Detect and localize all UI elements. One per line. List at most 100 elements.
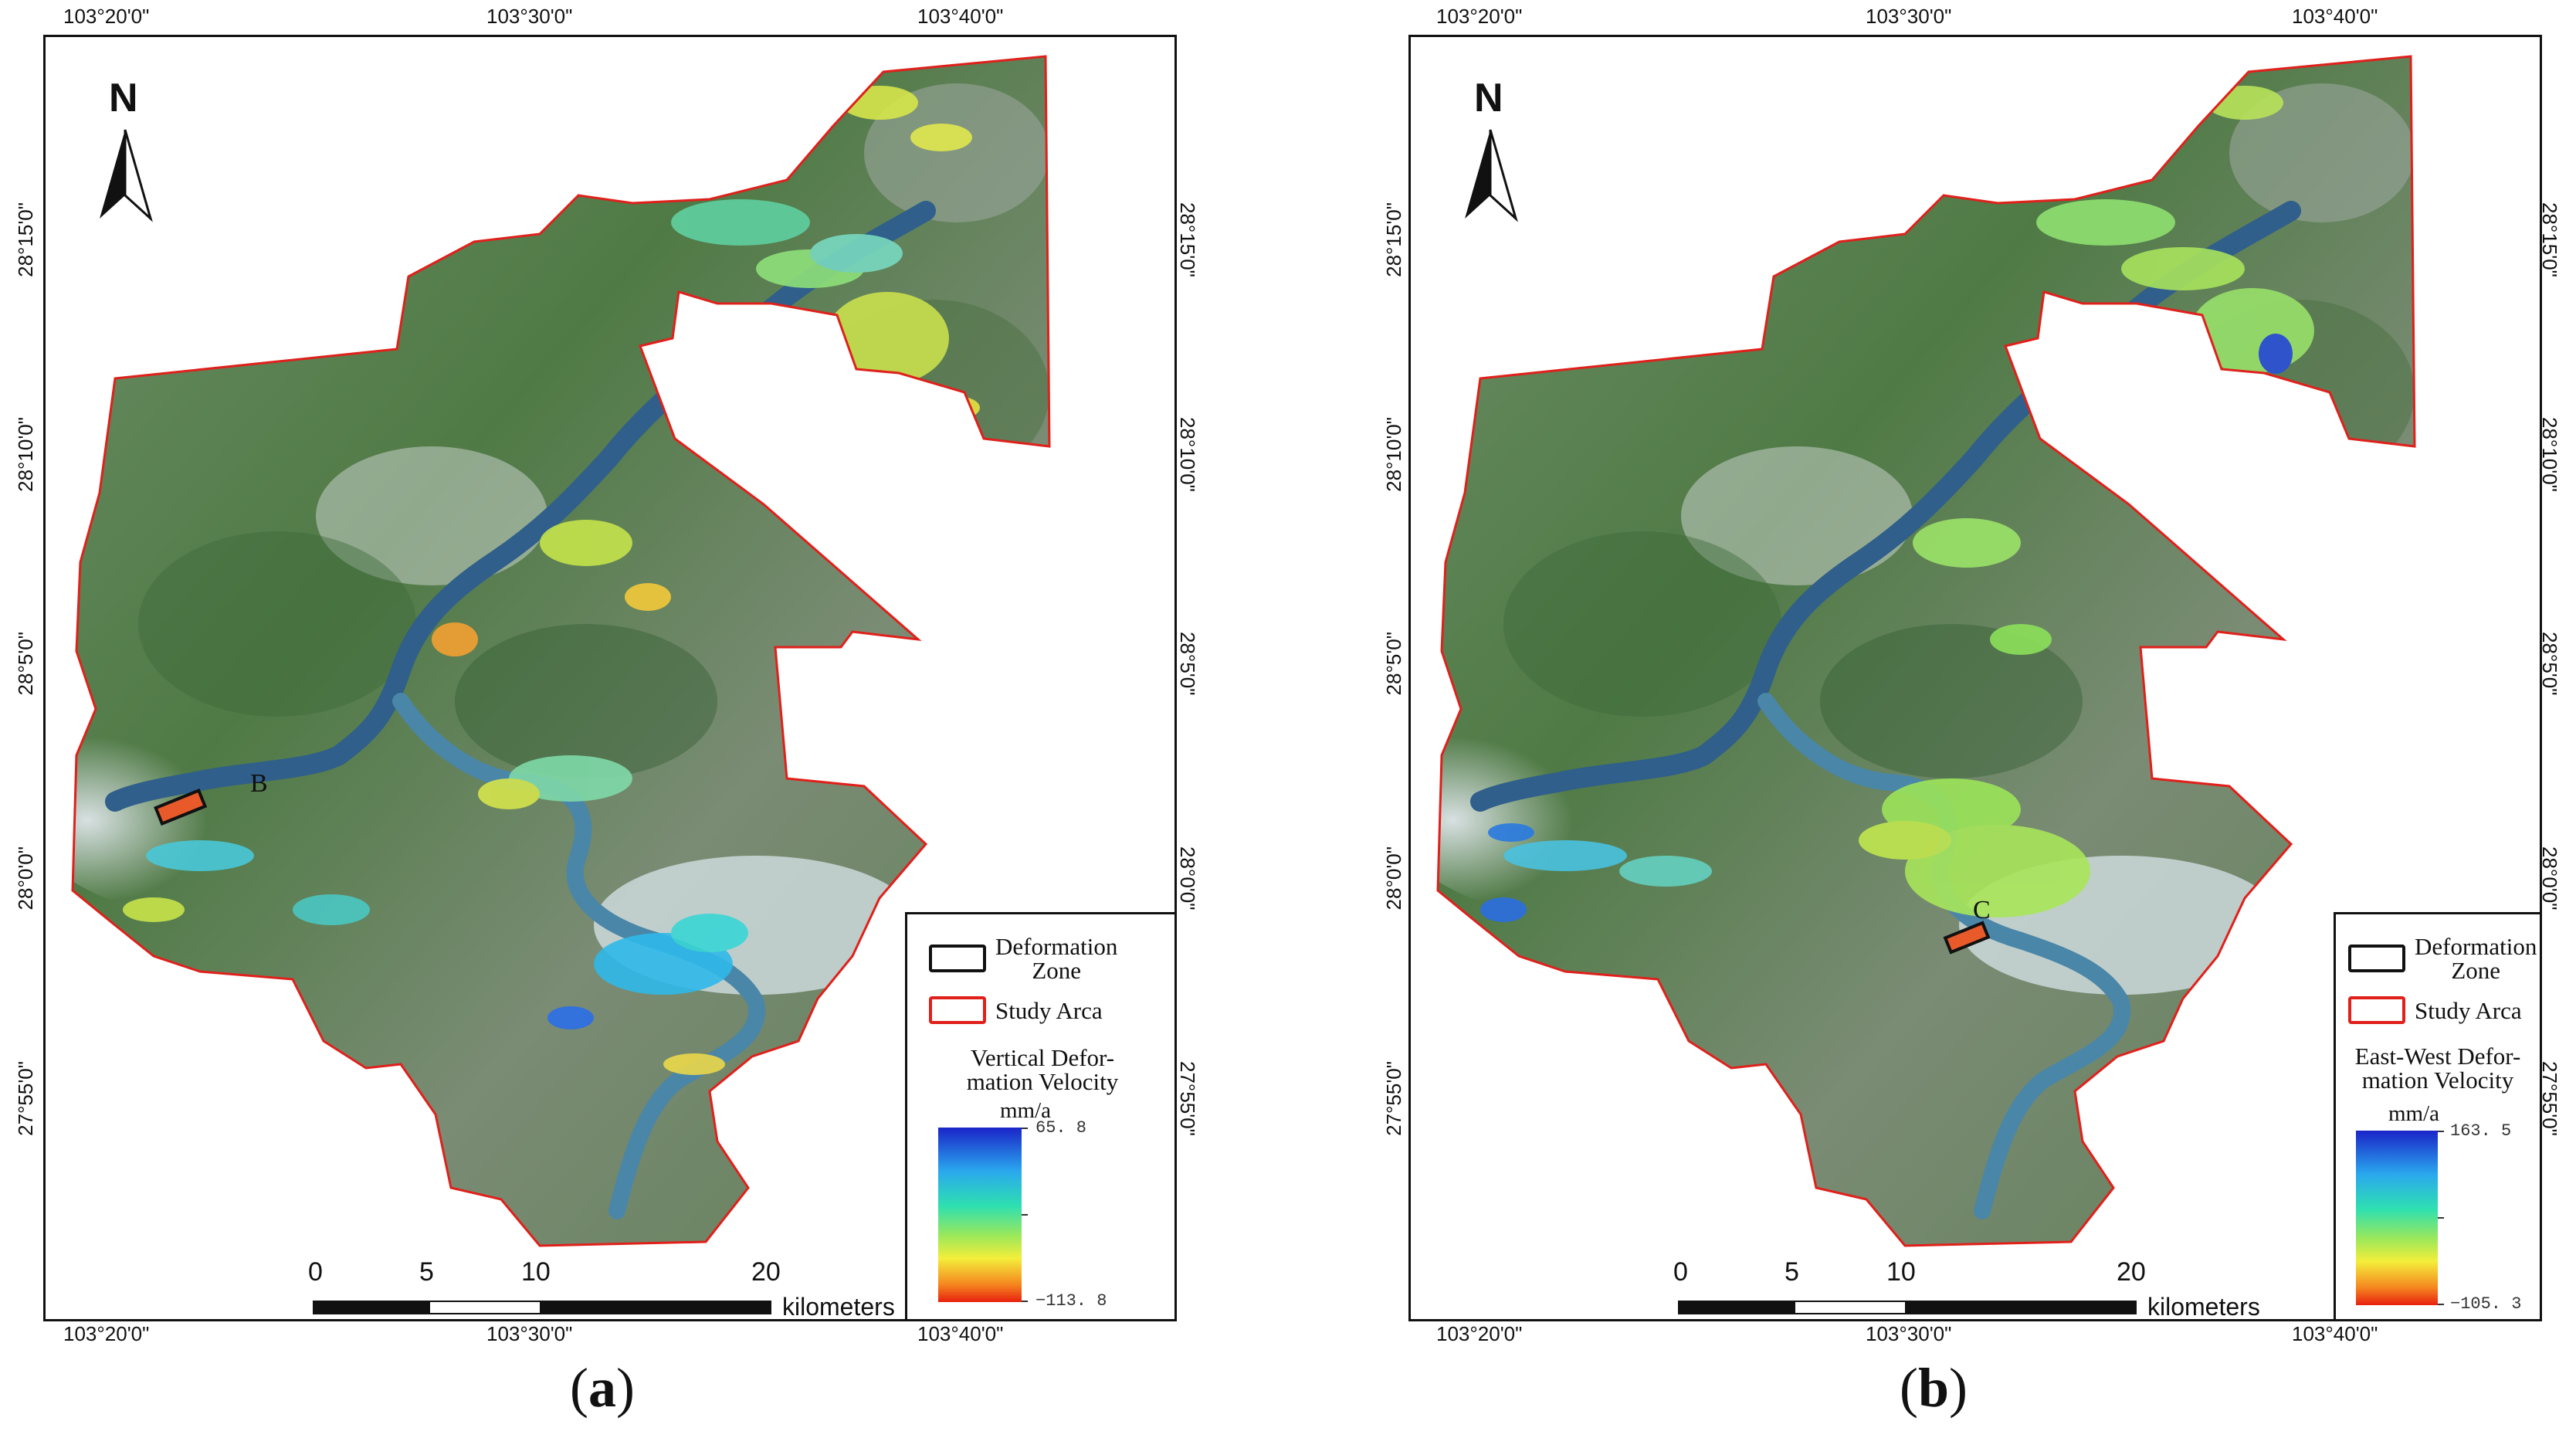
map-frame: B N 0 5 10 20 kilometers Deformat [43,35,1177,1321]
legend: Deformation Zone Study Arca Vertical Def… [905,912,1174,1319]
left-latitude-5: 27°55'0" [14,1061,37,1136]
top-longitude-1: 103°20'0" [63,5,150,28]
velocity-max: 65. 8 [1035,1118,1087,1138]
right-latitude-2: 28°10'0" [1176,417,1199,492]
deformation-zone-label: Deformation Zone [2415,933,2537,984]
scale-tick-20: 20 [751,1257,781,1287]
bottom-longitude-1: 103°20'0" [63,1322,150,1345]
scale-segment-2 [429,1301,541,1314]
left-latitude-1: 28°15'0" [1382,202,1405,277]
deformation-zone-label: Deformation Zone [995,933,1118,984]
north-arrow: N [92,76,161,234]
top-longitude-3: 103°40'0" [917,5,1004,28]
scale-tick-0: 0 [308,1257,323,1287]
panel-label: (b) [1899,1357,1968,1419]
north-arrow: N [1457,76,1527,234]
north-label: N [109,76,138,120]
scale-bar: 0 5 10 20 kilometers [1673,1257,2276,1321]
scale-segment-1 [313,1301,430,1314]
top-longitude-3: 103°40'0" [2292,5,2378,28]
deformation-zone-swatch [929,945,986,972]
panel-label: (a) [570,1357,635,1419]
left-latitude-3: 28°5'0" [1382,632,1405,696]
velocity-color-ramp [2356,1131,2438,1305]
velocity-color-ramp [938,1128,1022,1302]
deformation-zone-box [154,789,208,826]
map-image [71,55,1051,1247]
legend-deformation-zone: Deformation Zone [2348,934,2537,982]
legend-study-area: Study Arca [2348,996,2522,1024]
scale-tick-0: 0 [1673,1257,1688,1287]
left-latitude-2: 28°10'0" [14,417,37,492]
north-arrow-icon [1465,129,1518,222]
left-latitude-4: 28°0'0" [1382,846,1405,911]
bottom-longitude-3: 103°40'0" [917,1322,1004,1345]
velocity-unit: mm/a [1000,1098,1052,1123]
right-latitude-4: 28°0'0" [2538,846,2561,911]
legend-deformation-zone: Deformation Zone [929,934,1117,982]
study-area-boundary [1436,55,2416,1247]
scale-segment-3 [540,1301,771,1314]
scale-bar: 0 5 10 20 kilometers [308,1257,910,1321]
scale-segment-1 [1678,1301,1795,1314]
right-latitude-5: 27°55'0" [2538,1061,2561,1136]
study-area-boundary [71,55,1051,1247]
scale-tick-10: 10 [1886,1257,1916,1287]
scale-unit: kilometers [782,1293,895,1321]
bottom-longitude-2: 103°30'0" [1866,1322,1952,1345]
left-latitude-2: 28°10'0" [1382,417,1405,492]
deformation-zone-label: B [250,769,268,798]
study-area-label: Study Arca [2415,996,2522,1024]
right-latitude-5: 27°55'0" [1176,1061,1199,1136]
scale-tick-20: 20 [2117,1257,2146,1287]
right-latitude-1: 28°15'0" [2538,202,2561,277]
legend: Deformation Zone Study Arca East-West De… [2334,912,2540,1319]
legend-study-area: Study Arca [929,996,1103,1024]
scale-tick-5: 5 [419,1257,434,1287]
ramp-tick-mid [1022,1214,1028,1216]
ramp-tick-top [1022,1128,1028,1129]
north-arrow-icon [100,129,153,222]
scale-tick-10: 10 [521,1257,551,1287]
right-latitude-1: 28°15'0" [1176,202,1199,277]
study-area-swatch [2348,996,2405,1024]
top-longitude-2: 103°30'0" [486,5,573,28]
scale-segment-3 [1905,1301,2137,1314]
bottom-longitude-2: 103°30'0" [486,1322,573,1345]
scale-unit: kilometers [2147,1293,2260,1321]
ramp-tick-bottom [1022,1301,1028,1302]
right-latitude-4: 28°0'0" [1176,846,1199,911]
left-latitude-4: 28°0'0" [14,846,37,911]
left-latitude-3: 28°5'0" [14,632,37,696]
north-label: N [1474,76,1503,120]
right-latitude-2: 28°10'0" [2538,417,2561,492]
velocity-max: 163. 5 [2450,1121,2512,1141]
velocity-title: Vertical Defor- mation Velocity [966,1044,1119,1095]
panel-a: 103°20'0" 103°30'0" 103°40'0" 103°20'0" … [14,5,1199,1419]
velocity-unit: mm/a [2388,1101,2440,1126]
scale-tick-5: 5 [1785,1257,1799,1287]
bottom-longitude-1: 103°20'0" [1436,1322,1523,1345]
deformation-zone-box [1943,921,1991,955]
deformation-zone-swatch [2348,945,2405,972]
ramp-tick-top [2438,1131,2444,1132]
bottom-longitude-3: 103°40'0" [2292,1322,2378,1345]
map-frame: C N 0 5 10 20 kilometers Deformation Z [1408,35,2542,1321]
velocity-title: East-West Defor- mation Velocity [2354,1043,2521,1094]
right-latitude-3: 28°5'0" [1176,632,1199,696]
left-latitude-5: 27°55'0" [1382,1061,1405,1136]
velocity-min: −113. 8 [1035,1291,1107,1311]
right-latitude-3: 28°5'0" [2538,632,2561,696]
ramp-tick-bottom [2438,1304,2444,1305]
top-longitude-2: 103°30'0" [1866,5,1952,28]
deformation-zone-label: C [1973,896,1991,924]
panel-b: 103°20'0" 103°30'0" 103°40'0" 103°20'0" … [1288,0,2576,1438]
study-area-label: Study Arca [995,996,1103,1024]
left-latitude-1: 28°15'0" [14,202,37,277]
map-image [1436,55,2416,1247]
scale-segment-2 [1794,1301,1907,1314]
top-longitude-1: 103°20'0" [1436,5,1523,28]
velocity-min: −105. 3 [2450,1294,2522,1314]
ramp-tick-mid [2438,1217,2444,1219]
study-area-swatch [929,996,986,1024]
